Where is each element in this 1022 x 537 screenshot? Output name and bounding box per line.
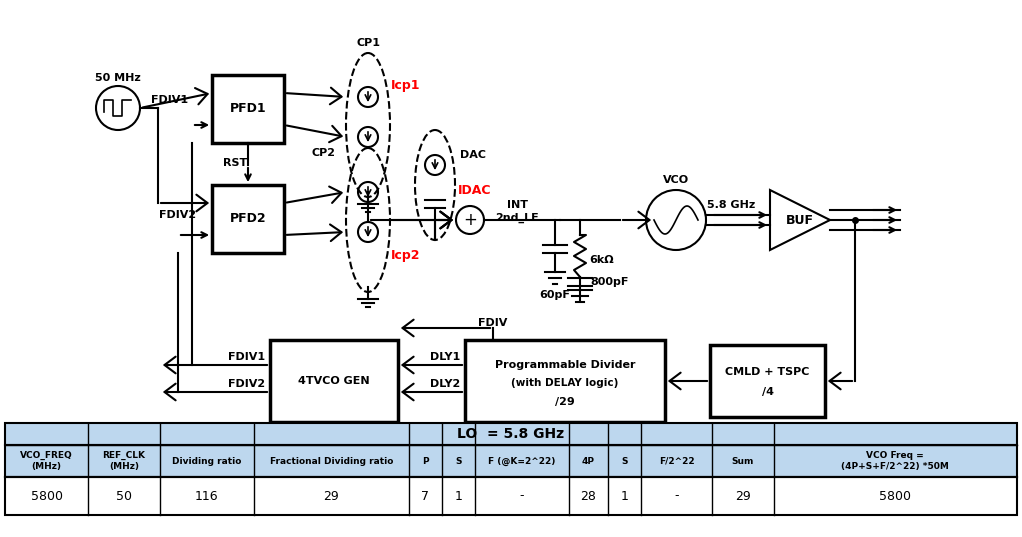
Text: FDIV1: FDIV1 (151, 95, 189, 105)
Text: Fractional Dividing ratio: Fractional Dividing ratio (270, 456, 393, 466)
Text: 5800: 5800 (31, 490, 62, 503)
Text: /29: /29 (555, 396, 574, 407)
Bar (710, 345, 825, 417)
Text: 50 MHz: 50 MHz (95, 73, 141, 83)
Text: 800pF: 800pF (591, 277, 630, 287)
Text: 6kΩ: 6kΩ (590, 255, 614, 265)
Text: +: + (463, 211, 477, 229)
Text: 4P: 4P (582, 456, 595, 466)
Text: PFD1: PFD1 (230, 103, 267, 115)
Text: BUF: BUF (786, 214, 814, 227)
Text: INT: INT (507, 200, 527, 210)
Text: LO  = 5.8 GHz: LO = 5.8 GHz (458, 427, 564, 441)
Text: Programmable Divider: Programmable Divider (495, 360, 636, 369)
Text: 116: 116 (195, 490, 219, 503)
Text: FDIV2: FDIV2 (159, 210, 196, 220)
Text: 5800: 5800 (879, 490, 912, 503)
Text: 29: 29 (324, 490, 339, 503)
Text: VCO: VCO (663, 175, 689, 185)
Text: 4TVCO GEN: 4TVCO GEN (298, 376, 370, 386)
Text: REF_CLK: REF_CLK (102, 451, 145, 460)
Text: IDAC: IDAC (458, 184, 492, 197)
Text: DAC: DAC (460, 150, 486, 160)
Text: 60pF: 60pF (540, 290, 570, 300)
Text: (MHz): (MHz) (108, 462, 139, 471)
Bar (5, 445, 1017, 477)
Text: PFD2: PFD2 (230, 213, 267, 226)
Text: 5.8 GHz: 5.8 GHz (707, 200, 755, 210)
Text: 29: 29 (735, 490, 751, 503)
Text: (MHz): (MHz) (32, 462, 61, 471)
Text: CP1: CP1 (356, 38, 380, 48)
Text: 2nd_LF: 2nd_LF (496, 213, 539, 223)
Text: RST: RST (223, 158, 247, 168)
Text: VCO_FREQ: VCO_FREQ (20, 451, 73, 460)
Text: (4P+S+F/2^22) *50M: (4P+S+F/2^22) *50M (841, 462, 949, 471)
Text: DLY2: DLY2 (429, 379, 460, 389)
Text: (with DELAY logic): (with DELAY logic) (511, 378, 618, 388)
Text: 7: 7 (421, 490, 429, 503)
Text: 28: 28 (580, 490, 596, 503)
Text: DLY1: DLY1 (429, 352, 460, 362)
Text: FDIV1: FDIV1 (228, 352, 265, 362)
Bar (212, 185, 284, 253)
Text: -: - (519, 490, 524, 503)
Text: -: - (675, 490, 679, 503)
Text: P: P (422, 456, 428, 466)
Text: Icp2: Icp2 (391, 249, 421, 262)
Text: 1: 1 (454, 490, 462, 503)
Text: /4: /4 (761, 387, 774, 397)
Bar (212, 75, 284, 143)
Text: 1: 1 (620, 490, 629, 503)
Text: VCO Freq =: VCO Freq = (867, 451, 924, 460)
Bar (465, 340, 665, 422)
Text: Icp1: Icp1 (391, 78, 421, 91)
Text: F/2^22: F/2^22 (658, 456, 694, 466)
Text: Sum: Sum (732, 456, 754, 466)
Text: CMLD + TSPC: CMLD + TSPC (726, 367, 809, 378)
Text: FDIV: FDIV (478, 318, 508, 328)
Text: F (@K=2^22): F (@K=2^22) (489, 456, 556, 466)
Bar (5, 423, 1017, 445)
Bar (5, 477, 1017, 515)
Text: S: S (621, 456, 628, 466)
Bar (270, 340, 398, 422)
Text: FDIV2: FDIV2 (228, 379, 265, 389)
Text: 50: 50 (115, 490, 132, 503)
Text: Dividing ratio: Dividing ratio (172, 456, 241, 466)
Text: CP2: CP2 (311, 148, 335, 158)
Text: S: S (455, 456, 461, 466)
